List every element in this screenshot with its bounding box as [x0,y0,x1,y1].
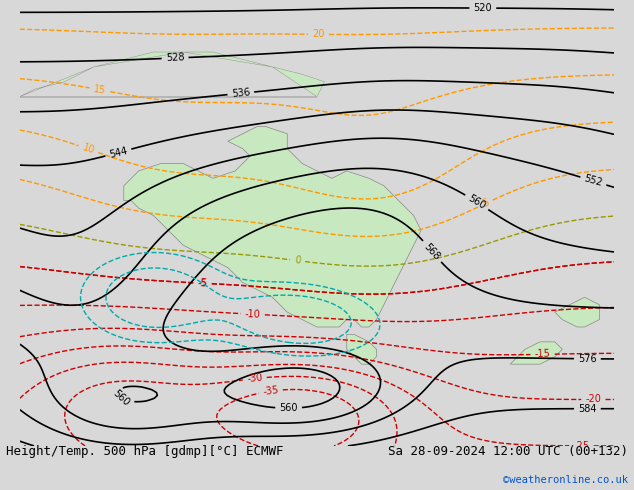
Text: -5: -5 [197,278,208,289]
Text: 584: 584 [578,404,597,414]
Text: -20: -20 [585,394,601,405]
Text: -35: -35 [262,385,279,397]
Text: 568: 568 [422,241,442,262]
Text: -10: -10 [245,309,261,319]
Text: -5: -5 [197,278,208,289]
Text: 544: 544 [108,146,129,160]
Text: 10: 10 [81,143,96,156]
Text: 560: 560 [111,388,132,408]
Polygon shape [183,52,273,67]
Text: 576: 576 [578,354,597,364]
Text: -25: -25 [573,441,590,451]
Text: 536: 536 [231,88,250,99]
Text: 560: 560 [467,193,488,211]
Text: 552: 552 [583,173,604,189]
Text: -30: -30 [247,373,263,384]
Text: 15: 15 [93,84,107,96]
Text: 520: 520 [474,3,492,13]
Text: 560: 560 [280,403,298,413]
Text: -15: -15 [534,349,550,360]
Polygon shape [273,67,325,97]
Polygon shape [347,335,377,364]
Polygon shape [555,297,599,327]
Polygon shape [510,342,562,364]
Text: 5: 5 [481,197,491,209]
Text: 0: 0 [294,255,301,266]
Text: 20: 20 [313,29,325,39]
Text: 528: 528 [165,52,184,63]
Text: ©weatheronline.co.uk: ©weatheronline.co.uk [503,475,628,485]
Text: Sa 28-09-2024 12:00 UTC (00+132): Sa 28-09-2024 12:00 UTC (00+132) [387,445,628,458]
Polygon shape [124,126,421,327]
Text: Height/Temp. 500 hPa [gdmp][°C] ECMWF: Height/Temp. 500 hPa [gdmp][°C] ECMWF [6,445,284,458]
Polygon shape [20,67,94,97]
Polygon shape [94,52,183,67]
